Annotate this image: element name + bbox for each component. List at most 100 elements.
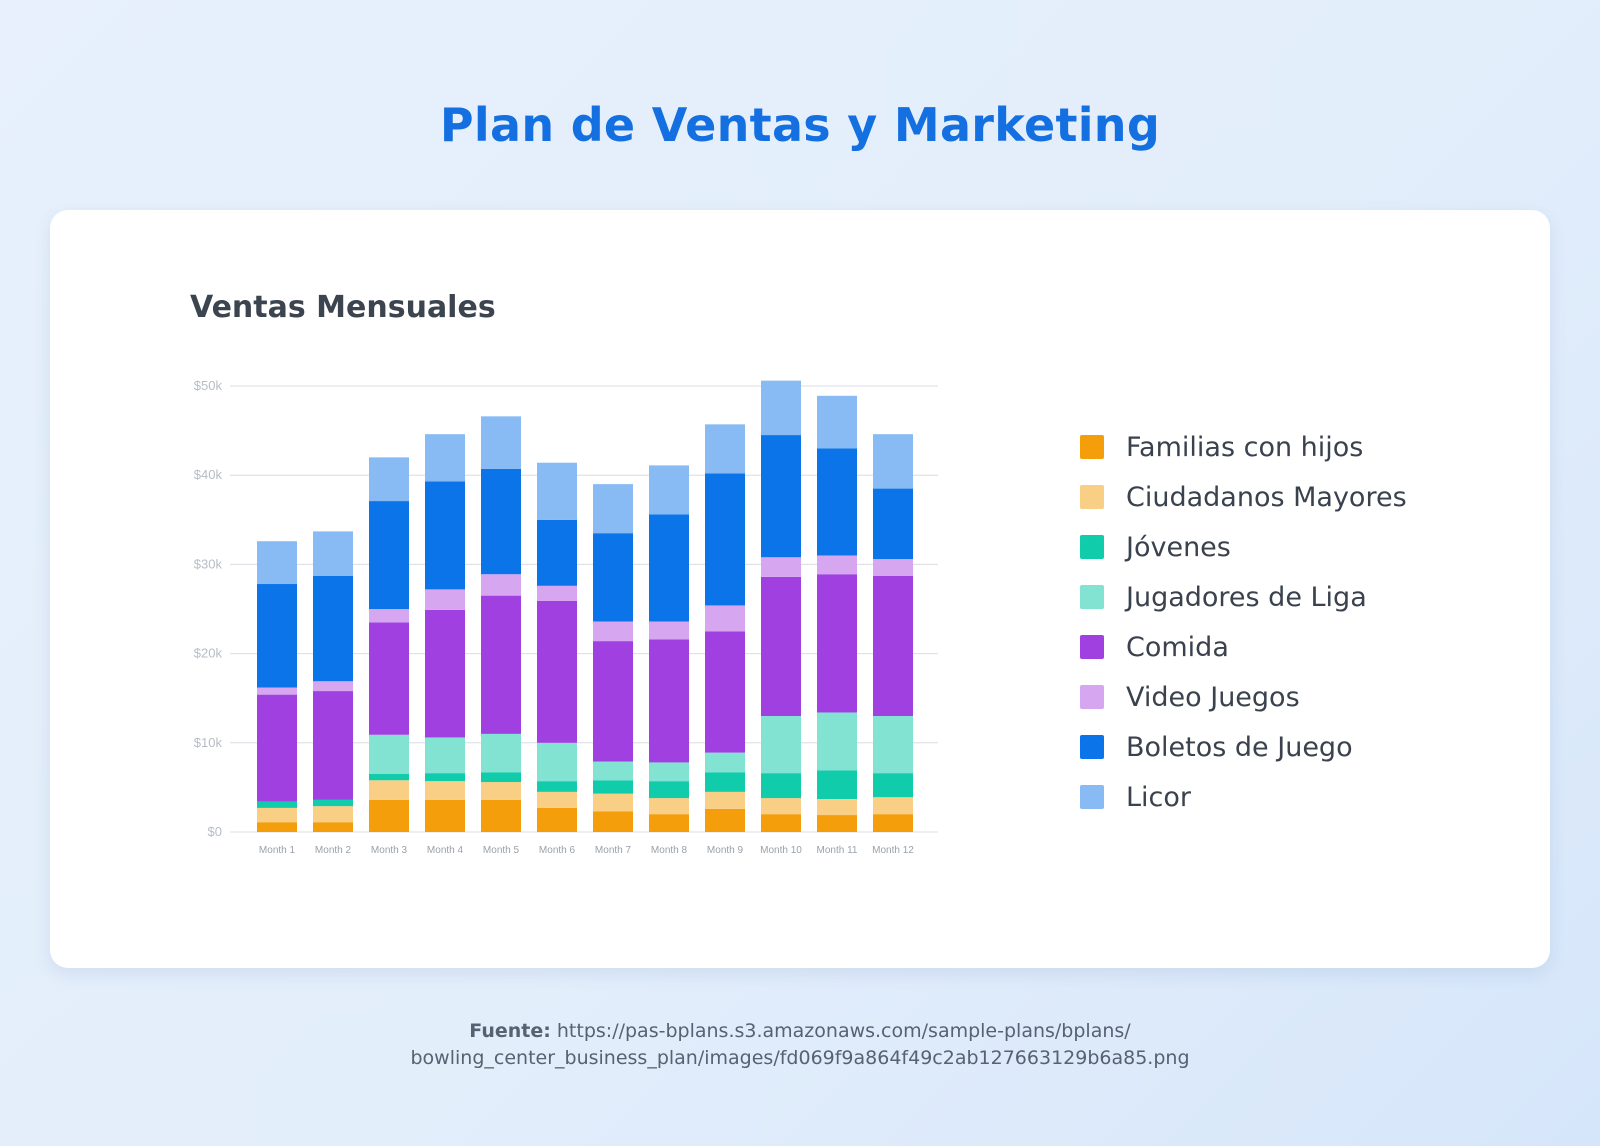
bar-segment — [761, 798, 801, 815]
y-tick-label: $10k — [194, 735, 223, 750]
x-tick-label: Month 8 — [651, 845, 688, 856]
bar-segment — [369, 609, 409, 623]
bar-segment — [705, 473, 745, 606]
source-url-line-2: bowling_center_business_plan/images/fd06… — [410, 1047, 1190, 1069]
bar-segment — [257, 687, 297, 695]
bar-segment — [705, 424, 745, 474]
x-tick-label: Month 4 — [427, 845, 464, 856]
bar-segment — [817, 712, 857, 771]
bar-segment — [313, 681, 353, 692]
bar-segment — [593, 761, 633, 781]
bar-segment — [369, 622, 409, 735]
bar-segment — [425, 609, 465, 738]
bar-segment — [425, 481, 465, 590]
legend-label: Video Juegos — [1126, 681, 1300, 713]
bar-segment — [593, 533, 633, 622]
legend-item: Jóvenes — [1080, 522, 1407, 572]
legend-swatch — [1080, 685, 1104, 709]
legend-label: Familias con hijos — [1126, 431, 1364, 463]
bar-segment — [369, 734, 409, 775]
bar-segment — [481, 574, 521, 596]
bar-segment — [593, 811, 633, 832]
bar-segment — [537, 585, 577, 601]
bar-segment — [817, 555, 857, 575]
bar-segment — [649, 514, 689, 622]
bar-segment — [481, 595, 521, 734]
bar-segment — [873, 434, 913, 489]
y-tick-label: $50k — [194, 378, 223, 393]
bar-segment — [817, 395, 857, 449]
bar-segment — [313, 575, 353, 682]
bar-segment — [705, 631, 745, 753]
bar-segment — [425, 589, 465, 610]
x-tick-label: Month 6 — [539, 845, 576, 856]
bar-segment — [369, 799, 409, 832]
chart-legend: Familias con hijos Ciudadanos Mayores Jóve… — [1080, 422, 1407, 822]
bar-segment — [593, 621, 633, 642]
source-url-line-1: https://pas-bplans.s3.amazonaws.com/samp… — [556, 1020, 1131, 1042]
bar-segment — [257, 541, 297, 585]
stacked-bar-chart: $0 $10k $20k $30k $40k $50k Month 1 Month 2 Mont… — [194, 378, 938, 856]
bar-segment — [257, 822, 297, 832]
bar-segment — [705, 752, 745, 773]
legend-label: Boletos de Juego — [1126, 731, 1353, 763]
bar-segment — [537, 519, 577, 586]
y-tick-label: $0 — [208, 824, 222, 839]
bar-segment — [761, 576, 801, 717]
bar-segment — [705, 772, 745, 792]
bar-segment — [425, 799, 465, 832]
chart-card: Ventas Mensuales $0 $10k $20k $30k $40k $50k M… — [50, 210, 1550, 968]
legend-item: Familias con hijos — [1080, 422, 1407, 472]
bar-segment — [705, 791, 745, 809]
bar-segment — [649, 814, 689, 832]
legend-label: Licor — [1126, 781, 1192, 813]
legend-swatch — [1080, 585, 1104, 609]
bar-segment — [761, 557, 801, 577]
x-tick-label: Month 9 — [707, 845, 744, 856]
bar-segment — [369, 457, 409, 502]
bar-segment — [817, 770, 857, 799]
bar-segment — [369, 501, 409, 609]
legend-label: Jugadores de Liga — [1126, 581, 1367, 613]
legend-swatch — [1080, 735, 1104, 759]
legend-item: Comida — [1080, 622, 1407, 672]
bar-segment — [257, 694, 297, 802]
bar-segment — [649, 465, 689, 515]
y-tick-label: $40k — [194, 467, 223, 482]
bar-segment — [761, 380, 801, 436]
x-tick-label: Month 1 — [259, 845, 296, 856]
bar-segment — [369, 780, 409, 800]
bar-segment — [425, 434, 465, 482]
bar-segment — [481, 799, 521, 832]
legend-item: Ciudadanos Mayores — [1080, 472, 1407, 522]
bar-segment — [481, 772, 521, 783]
bar-segment — [761, 773, 801, 799]
bar-segment — [649, 621, 689, 640]
bar-segment — [705, 808, 745, 832]
legend-label: Comida — [1126, 631, 1229, 663]
legend-swatch — [1080, 435, 1104, 459]
bar-segment — [425, 737, 465, 774]
bar-segment — [593, 780, 633, 794]
bar-segment — [537, 462, 577, 520]
x-tick-label: Month 10 — [760, 845, 802, 856]
bar-segment — [873, 797, 913, 815]
bar-segment — [817, 448, 857, 556]
legend-swatch — [1080, 635, 1104, 659]
bar-segment — [481, 416, 521, 469]
bar-segment — [481, 468, 521, 575]
legend-item: Jugadores de Liga — [1080, 572, 1407, 622]
legend-item: Video Juegos — [1080, 672, 1407, 722]
bar-segment — [537, 600, 577, 743]
x-tick-label: Month 11 — [817, 845, 858, 856]
y-tick-label: $30k — [194, 556, 223, 571]
bar-segment — [761, 814, 801, 832]
legend-swatch — [1080, 485, 1104, 509]
bar-segment — [873, 814, 913, 832]
source-note: Fuente: https://pas-bplans.s3.amazonaws.… — [0, 1018, 1600, 1072]
x-tick-label: Month 7 — [595, 845, 632, 856]
bar-segment — [817, 798, 857, 816]
bar-segment — [481, 782, 521, 800]
bar-segment — [537, 791, 577, 808]
bar-segment — [313, 691, 353, 800]
